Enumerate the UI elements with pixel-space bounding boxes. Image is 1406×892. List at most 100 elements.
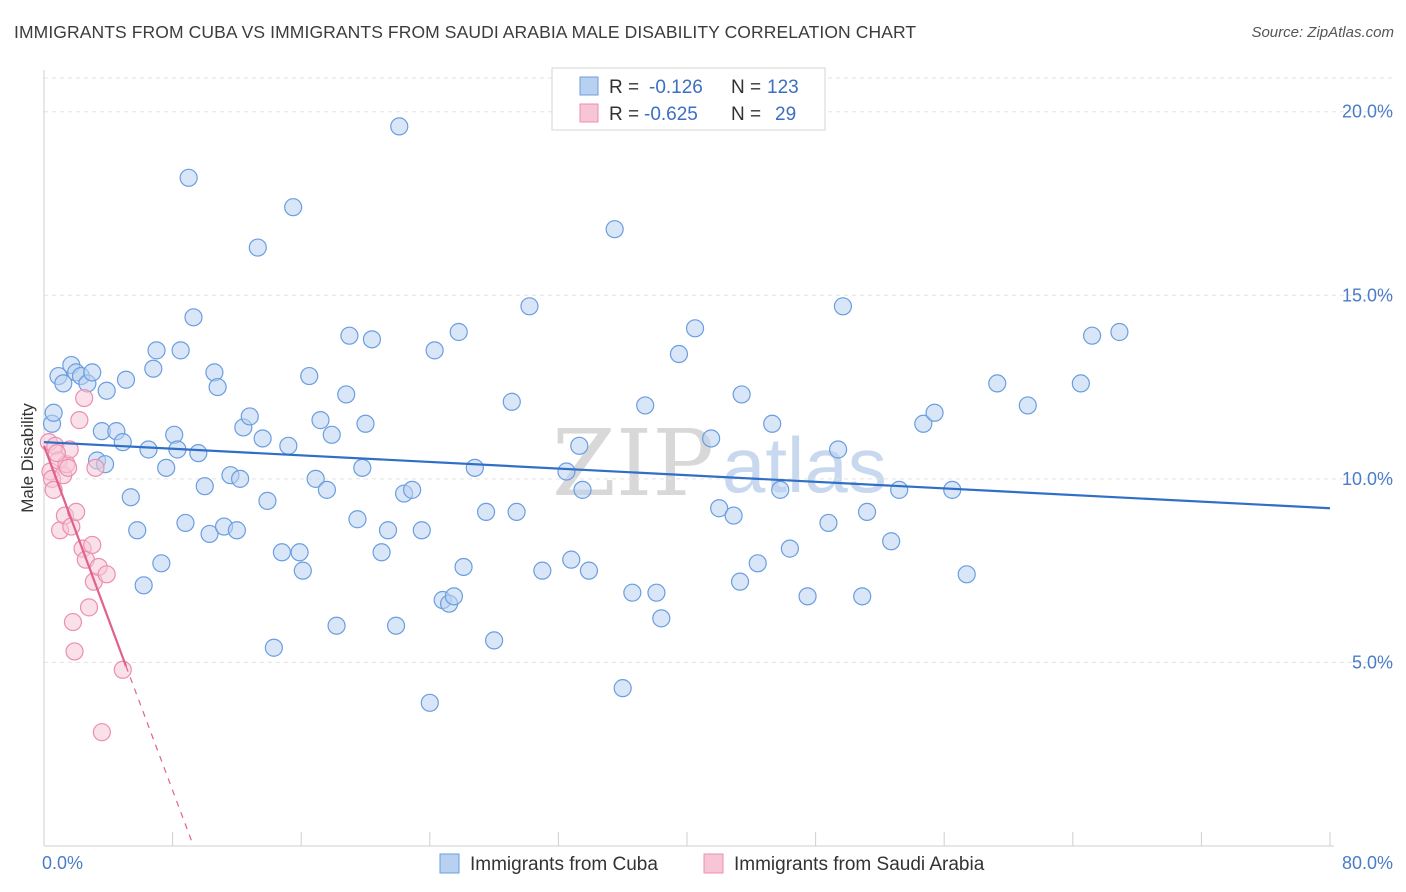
gridlines: [44, 77, 1392, 663]
point-cuba-105: [798, 587, 817, 606]
bottom-legend-swatch-cuba: [439, 853, 460, 874]
point-saudi-13: [63, 612, 83, 632]
point-cuba-74: [449, 322, 468, 342]
point-saudi-18: [75, 388, 94, 408]
point-cuba-28: [179, 168, 198, 187]
point-cuba-37: [227, 521, 246, 540]
point-cuba-22: [152, 554, 171, 573]
point-cuba-92: [647, 583, 666, 602]
point-cuba-87: [579, 561, 599, 580]
point-cuba-48: [290, 543, 309, 562]
point-cuba-81: [520, 297, 539, 316]
point-cuba-98: [724, 506, 743, 525]
point-cuba-50: [300, 366, 319, 386]
point-cuba-53: [317, 480, 337, 499]
legend-n-label-cuba: N =: [731, 77, 761, 98]
point-cuba-24: [165, 425, 184, 444]
point-cuba-76: [465, 458, 484, 477]
point-cuba-29: [184, 308, 203, 327]
point-cuba-82: [533, 561, 552, 580]
point-cuba-118: [1018, 396, 1037, 415]
point-cuba-89: [613, 679, 632, 698]
point-cuba-51: [306, 469, 325, 488]
point-cuba-90: [623, 583, 642, 602]
legend-r-label-saudi: R =: [609, 104, 639, 125]
point-cuba-112: [890, 480, 909, 499]
watermark-atlas: atlas: [722, 421, 887, 509]
legend-r-value-saudi: -0.625: [644, 104, 698, 125]
point-cuba-30: [189, 444, 208, 463]
point-cuba-32: [200, 524, 219, 544]
trend-line-saudi-extension: [125, 665, 195, 847]
point-cuba-101: [748, 554, 767, 573]
point-cuba-27: [176, 513, 195, 533]
point-cuba-78: [485, 631, 504, 650]
point-cuba-85: [570, 436, 589, 455]
point-cuba-33: [205, 363, 224, 382]
point-cuba-79: [502, 392, 521, 411]
point-cuba-73: [444, 587, 464, 606]
point-cuba-16: [121, 488, 140, 507]
point-cuba-60: [356, 414, 375, 433]
point-saudi-21: [83, 535, 102, 555]
point-cuba-40: [240, 407, 259, 426]
legend-n-value-cuba: 123: [767, 77, 799, 98]
point-saudi-28: [47, 444, 66, 463]
point-cuba-83: [557, 462, 576, 481]
point-cuba-106: [819, 513, 838, 533]
chart-source: Source: ZipAtlas.com: [1251, 24, 1394, 41]
point-cuba-43: [258, 491, 277, 510]
trend-lines: [42, 441, 1331, 847]
point-cuba-26: [171, 341, 190, 360]
point-cuba-80: [507, 502, 526, 521]
y-axis-label: Male Disability: [18, 403, 37, 513]
point-cuba-111: [882, 532, 901, 551]
point-cuba-21: [147, 341, 166, 360]
legend-r-label-cuba: R =: [609, 77, 639, 98]
point-cuba-119: [1071, 374, 1090, 393]
point-saudi-14: [65, 642, 84, 661]
point-cuba-44: [264, 638, 283, 657]
point-saudi-16: [70, 411, 89, 430]
point-cuba-17: [128, 521, 147, 540]
point-cuba-121: [1110, 322, 1129, 342]
x-axis-ticks: [43, 832, 1331, 846]
point-cuba-41: [248, 238, 267, 257]
point-cuba-62: [372, 543, 391, 562]
point-cuba-67: [403, 480, 422, 499]
point-saudi-23: [86, 458, 105, 477]
bottom-legend-swatch-saudi: [703, 853, 724, 874]
point-cuba-110: [857, 502, 877, 521]
chart-title: IMMIGRANTS FROM CUBA VS IMMIGRANTS FROM …: [14, 22, 917, 42]
point-cuba-102: [763, 414, 782, 433]
y-axis-ticks: 5.0% 10.0% 15.0% 20.0%: [1342, 102, 1393, 673]
point-cuba-104: [780, 539, 799, 558]
point-saudi-27: [113, 660, 132, 679]
point-cuba-58: [348, 510, 367, 529]
trend-line-cuba: [43, 441, 1331, 510]
point-cuba-61: [362, 330, 382, 349]
point-cuba-84: [562, 550, 581, 569]
point-cuba-68: [412, 521, 431, 540]
point-cuba-46: [279, 436, 298, 455]
point-cuba-63: [378, 521, 398, 540]
point-cuba-12: [97, 381, 116, 400]
legend-swatch-saudi: [579, 103, 599, 123]
y-tick-label-2: 15.0%: [1342, 285, 1393, 305]
point-cuba-95: [685, 319, 705, 338]
legend-swatch-cuba: [579, 76, 599, 96]
point-cuba-47: [284, 198, 303, 217]
watermark-zip: ZIP: [552, 410, 714, 517]
point-cuba-97: [710, 499, 729, 518]
series-legend: Immigrants from Cuba Immigrants from Sau…: [439, 853, 985, 875]
point-cuba-57: [340, 326, 359, 345]
point-cuba-70: [425, 341, 444, 360]
point-cuba-117: [988, 374, 1007, 393]
point-cuba-31: [195, 477, 214, 496]
axes: [43, 70, 1334, 847]
point-cuba-77: [476, 502, 496, 521]
point-cuba-86: [573, 480, 592, 499]
point-cuba-1: [44, 403, 63, 422]
y-tick-label-1: 10.0%: [1342, 469, 1393, 489]
